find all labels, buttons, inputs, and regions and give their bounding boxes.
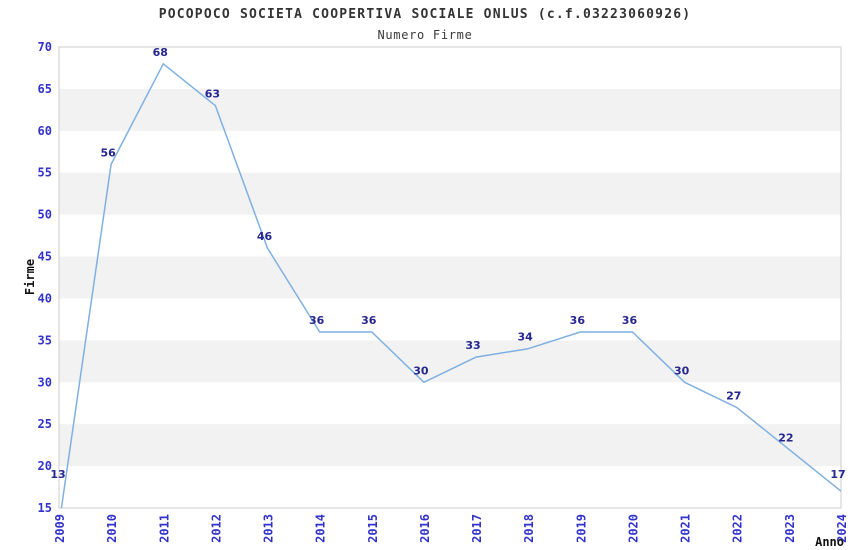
x-tick-label: 2014 <box>314 514 328 543</box>
x-tick-label: 2019 <box>574 514 588 543</box>
x-tick-label: 2010 <box>105 514 119 543</box>
y-tick-label: 35 <box>38 333 52 347</box>
x-tick-label: 2012 <box>209 514 223 543</box>
y-tick-label: 50 <box>38 208 52 222</box>
x-tick-label: 2016 <box>418 514 432 543</box>
y-tick-label: 65 <box>38 82 52 96</box>
x-tick-label: 2023 <box>783 514 797 543</box>
y-tick-label: 60 <box>38 124 52 138</box>
x-tick-label: 2009 <box>53 514 67 543</box>
value-label: 22 <box>778 431 793 444</box>
y-tick-label: 30 <box>38 375 52 389</box>
value-label: 33 <box>465 339 480 352</box>
y-tick-label: 40 <box>38 291 52 305</box>
grid-band <box>59 256 841 299</box>
y-tick-label: 15 <box>38 501 52 515</box>
y-tick-label: 20 <box>38 459 52 473</box>
value-label: 36 <box>570 314 586 327</box>
grid-band <box>59 340 841 383</box>
value-label: 30 <box>674 364 690 377</box>
x-tick-label: 2020 <box>626 514 640 543</box>
chart-title: POCOPOCO SOCIETA COOPERTIVA SOCIALE ONLU… <box>158 7 692 22</box>
x-axis-label: Anno <box>815 535 844 549</box>
x-tick-label: 2021 <box>679 514 693 543</box>
value-label: 30 <box>413 364 429 377</box>
y-tick-label: 70 <box>38 40 52 54</box>
value-label: 36 <box>361 314 377 327</box>
data-line <box>60 63 841 508</box>
value-label: 13 <box>50 468 65 481</box>
x-tick-label: 2022 <box>731 514 745 543</box>
grid-band <box>59 172 841 215</box>
y-tick-label: 25 <box>38 417 52 431</box>
x-tick-label: 2015 <box>366 514 380 543</box>
x-tick-label: 2011 <box>157 514 171 543</box>
grid-band <box>59 424 841 467</box>
value-label: 36 <box>622 314 638 327</box>
y-tick-label: 55 <box>38 166 52 180</box>
value-label: 36 <box>309 314 325 327</box>
value-label: 34 <box>518 331 534 344</box>
value-label: 63 <box>205 88 220 101</box>
x-tick-label: 2013 <box>262 514 276 543</box>
value-label: 17 <box>830 468 845 481</box>
x-tick-label: 2017 <box>470 514 484 543</box>
y-axis-label: Firme <box>23 259 37 295</box>
x-tick-label: 2024 <box>835 514 849 543</box>
value-label: 46 <box>257 230 273 243</box>
y-tick-label: 45 <box>38 250 52 264</box>
grid-band <box>59 88 841 131</box>
plot-border <box>58 46 842 509</box>
x-tick-label: 2018 <box>522 514 536 543</box>
value-label: 27 <box>726 389 741 402</box>
value-label: 68 <box>153 46 168 59</box>
value-label: 56 <box>100 146 116 159</box>
chart-subtitle: Numero Firme <box>377 28 473 42</box>
